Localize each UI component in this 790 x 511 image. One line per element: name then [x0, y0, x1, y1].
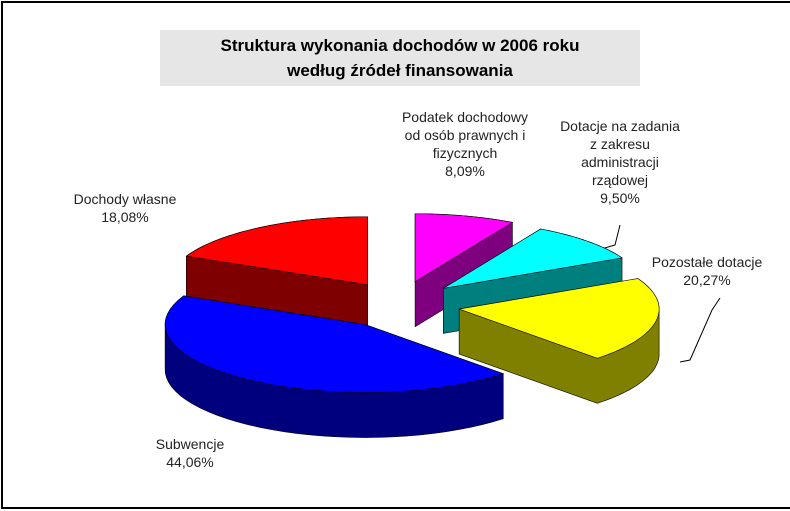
category-label: Dotacje na zadania z zakresu administrac… [560, 118, 680, 188]
slice [164, 295, 505, 393]
slice [443, 228, 623, 289]
slice [414, 213, 514, 283]
title-line: Struktura wykonania dochodów w 2006 roku [220, 36, 580, 55]
slice-label: Pozostałe dotacje 20,27% [632, 253, 782, 289]
slice-label: Dotacje na zadania z zakresu administrac… [555, 117, 685, 207]
value-label: 20,27% [683, 272, 731, 288]
slice-label: Subwencje 44,06% [120, 435, 260, 471]
title-line: według źródeł finansowania [287, 61, 513, 80]
slice-label: Podatek dochodowy od osób prawnych i fiz… [395, 108, 535, 180]
slice [185, 216, 369, 286]
category-label: Subwencje [155, 436, 225, 452]
category-label: Podatek dochodowy od osób prawnych i fiz… [401, 109, 529, 161]
slice [457, 278, 660, 359]
slice-label: Dochody własne 18,08% [50, 190, 200, 226]
leader-line [679, 297, 721, 363]
value-label: 9,50% [600, 190, 640, 206]
chart-title: Struktura wykonania dochodów w 2006 roku… [160, 30, 640, 86]
value-label: 44,06% [166, 454, 214, 470]
category-label: Dochody własne [73, 191, 177, 207]
leader-line [597, 224, 621, 251]
value-label: 18,08% [101, 209, 149, 225]
value-label: 8,09% [445, 163, 485, 179]
category-label: Pozostałe dotacje [651, 254, 763, 270]
